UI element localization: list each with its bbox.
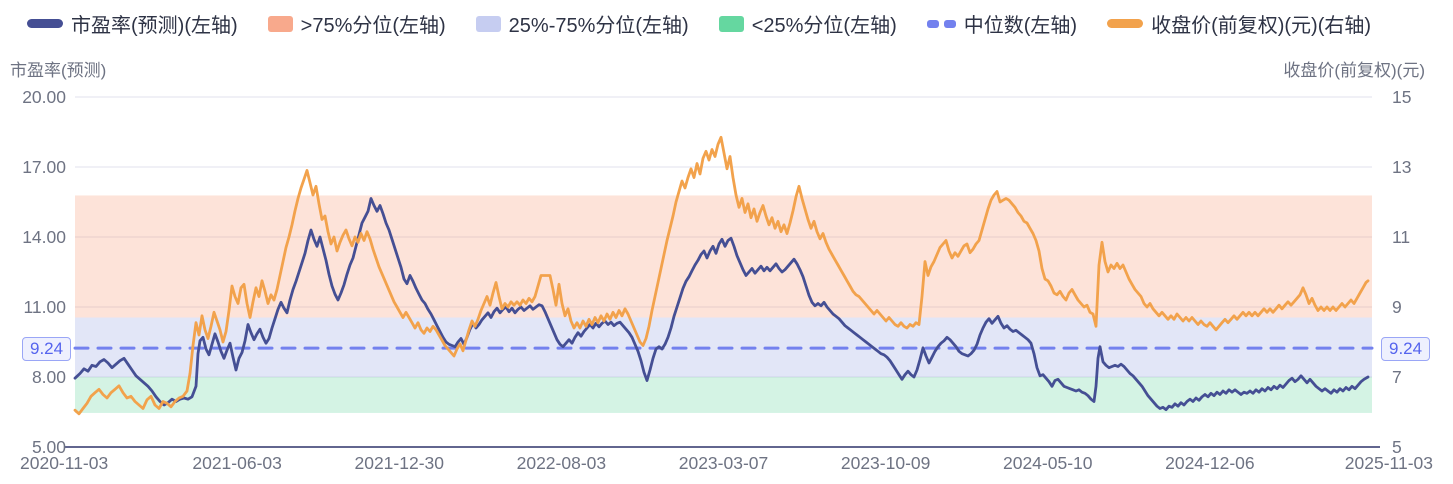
legend-area-swatch: [718, 15, 744, 32]
x-axis-tick-label: 2023-10-09: [841, 453, 931, 473]
x-axis-tick-label: 2021-12-30: [354, 453, 444, 473]
right-axis-tick-label: 9: [1392, 297, 1402, 317]
left-axis-tick-label: 20.00: [22, 87, 66, 107]
close-price-line: [73, 135, 1370, 416]
percentile-band-2: [75, 377, 1372, 413]
right-axis-tick-label: 11: [1392, 227, 1410, 247]
right-axis-tick-label: 13: [1392, 157, 1411, 177]
left-axis-tick-label: 11.00: [24, 297, 67, 317]
legend-item-pe-forecast[interactable]: 市盈率(预测)(左轴): [27, 9, 238, 38]
right-axis-tick-label: 15: [1392, 87, 1411, 107]
legend-area-swatch: [475, 15, 501, 32]
legend-line-swatch: [27, 19, 63, 28]
median-value-badge-left: 9.24: [22, 337, 72, 361]
right-axis-tick-label: 7: [1392, 367, 1402, 387]
legend-area-swatch: [267, 15, 293, 32]
x-axis-tick-label: 2020-11-03: [20, 453, 108, 473]
x-axis-tick-label: 2025-11-03: [1345, 453, 1433, 473]
legend-item-median[interactable]: 中位数(左轴): [926, 9, 1078, 38]
x-axis-tick-label: 2024-12-06: [1165, 453, 1255, 473]
legend-label: <25%分位(左轴): [751, 15, 897, 37]
pe-forecast-line: [73, 197, 1370, 412]
legend-item-gt75[interactable]: >75%分位(左轴): [267, 9, 446, 38]
left-axis-title: 市盈率(预测): [10, 61, 107, 80]
x-axis-tick-label: 2022-08-03: [517, 453, 607, 473]
chart-legend: 市盈率(预测)(左轴) >75%分位(左轴) 25%-75%分位(左轴) <25%分位…: [27, 9, 1371, 38]
x-axis-tick-label: 2024-05-10: [1003, 453, 1093, 473]
left-axis-tick-label: 8.00: [32, 367, 66, 387]
legend-item-p25-75[interactable]: 25%-75%分位(左轴): [475, 9, 689, 38]
legend-item-lt25[interactable]: <25%分位(左轴): [718, 9, 897, 38]
median-value-badge-right: 9.24: [1381, 337, 1431, 361]
right-axis-title: 收盘价(前复权)(元): [1283, 61, 1425, 80]
x-axis-tick-label: 2021-06-03: [192, 453, 282, 473]
left-axis-tick-label: 5.00: [32, 437, 66, 457]
legend-label: 25%-75%分位(左轴): [508, 15, 689, 37]
legend-label: 中位数(左轴): [963, 15, 1078, 37]
legend-dashed-line-swatch: [926, 19, 956, 28]
left-axis-tick-label: 17.00: [22, 157, 66, 177]
left-axis-tick-label: 14.00: [22, 227, 66, 247]
legend-label: 市盈率(预测)(左轴): [71, 15, 238, 37]
legend-line-swatch: [1107, 19, 1144, 28]
x-axis-tick-label: 2023-03-07: [679, 453, 769, 473]
legend-item-close-price[interactable]: 收盘价(前复权)(元)(右轴): [1107, 9, 1371, 38]
legend-label: 收盘价(前复权)(元)(右轴): [1151, 15, 1372, 37]
right-axis-tick-label: 5: [1392, 437, 1402, 457]
legend-label: >75%分位(左轴): [300, 15, 446, 37]
